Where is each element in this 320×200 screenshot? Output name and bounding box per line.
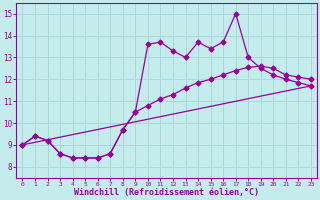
X-axis label: Windchill (Refroidissement éolien,°C): Windchill (Refroidissement éolien,°C) — [74, 188, 259, 197]
